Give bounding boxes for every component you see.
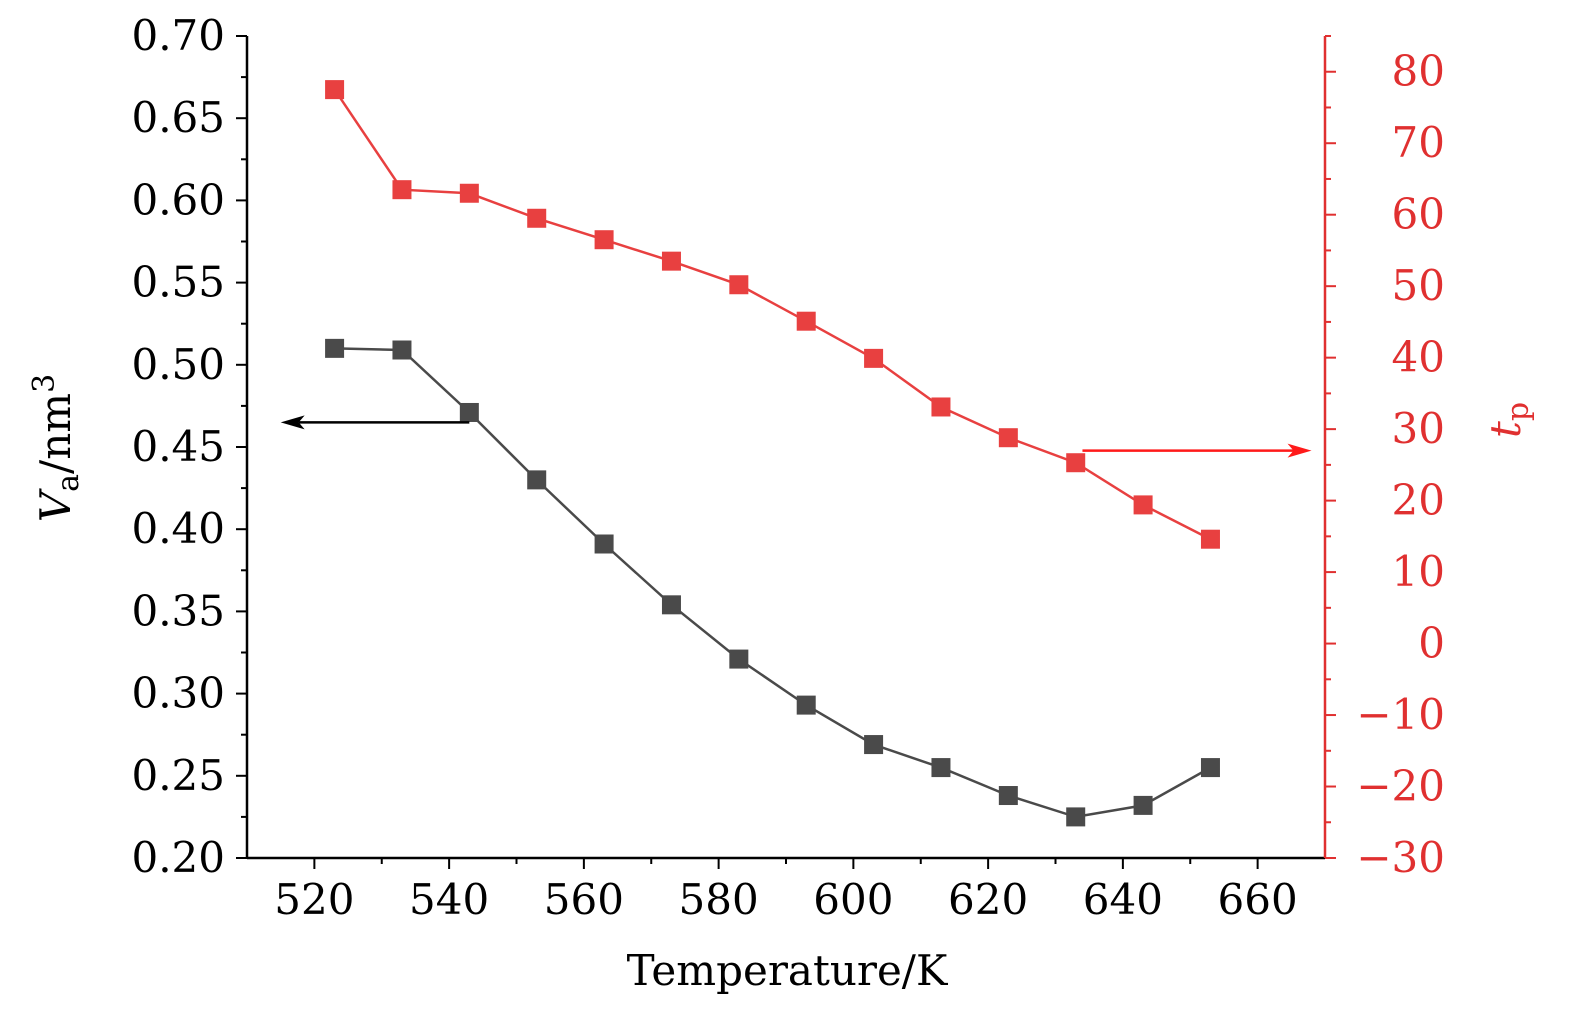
- y-left-tick-label: 0.60: [131, 175, 225, 224]
- data-point-Va: [527, 470, 547, 490]
- y-right-tick-label: −20: [1356, 762, 1445, 811]
- data-point-tp: [392, 180, 412, 200]
- plot-frame: [245, 36, 1327, 860]
- data-point-tp: [1066, 453, 1086, 473]
- x-tick-label: 580: [679, 875, 759, 924]
- data-point-Va: [1200, 758, 1220, 778]
- data-point-Va: [1133, 795, 1153, 815]
- y-left-title-sub: a: [51, 474, 86, 492]
- x-tick-label: 540: [409, 875, 489, 924]
- y-left-title-main: V: [31, 488, 80, 522]
- y-left-title-unit: /nm: [31, 393, 80, 474]
- x-axis-title: Temperature/K: [627, 946, 949, 995]
- y-right-tick-label: 70: [1392, 118, 1445, 167]
- data-point-Va: [459, 402, 479, 422]
- data-point-tp: [594, 230, 614, 250]
- y-left-tick-label: 0.40: [131, 504, 225, 553]
- data-point-tp: [864, 348, 884, 368]
- data-point-tp: [459, 183, 479, 203]
- arrow-head: [1287, 443, 1312, 458]
- data-point-Va: [661, 595, 681, 615]
- y-right-tick-label: 10: [1392, 547, 1445, 596]
- y-axis-left: 0.20 0.25 0.30 0.35 0.40 0.45 0.50 0.55 0.60 0.65…: [131, 11, 247, 882]
- y-left-tick-label: 0.45: [131, 422, 225, 471]
- x-tick-label: 600: [813, 875, 893, 924]
- data-point-tp: [796, 311, 816, 331]
- x-tick-label: 560: [544, 875, 624, 924]
- y-right-tick-label: 80: [1392, 47, 1445, 96]
- annotations: [280, 415, 1312, 458]
- y-axis-right-title: tp: [1481, 402, 1536, 438]
- data-point-Va: [325, 338, 345, 358]
- y-axis-right: −30 −20 −10 0 10 20 30 40 50 60 70 80: [1325, 35, 1445, 882]
- y-right-tick-label: 40: [1392, 333, 1445, 382]
- data-point-Va: [931, 758, 951, 778]
- y-left-tick-label: 0.55: [131, 258, 225, 307]
- data-point-Va: [392, 340, 412, 360]
- annotation-arrow: [280, 415, 470, 430]
- data-point-tp: [998, 428, 1018, 448]
- series-layer: [325, 80, 1220, 827]
- y-right-tick-label: −30: [1356, 833, 1445, 882]
- x-tick-label: 620: [948, 875, 1028, 924]
- data-point-tp: [661, 251, 681, 271]
- arrow-head: [280, 415, 305, 430]
- data-point-Va: [998, 786, 1018, 806]
- series-Va: [325, 338, 1220, 827]
- data-point-tp: [931, 397, 951, 417]
- y-right-tick-label: −10: [1356, 690, 1445, 739]
- y-left-tick-label: 0.70: [131, 11, 225, 60]
- series-line-tp: [333, 88, 1212, 541]
- series-tp: [325, 80, 1220, 549]
- x-tick-label: 660: [1218, 875, 1298, 924]
- data-point-tp: [1200, 529, 1220, 549]
- y-right-tick-label: 50: [1392, 261, 1445, 310]
- data-point-Va: [729, 649, 749, 669]
- y-left-tick-label: 0.25: [131, 751, 225, 800]
- y-right-tick-label: 0: [1418, 619, 1445, 668]
- y-right-title-sub: p: [1501, 402, 1536, 421]
- data-point-Va: [796, 695, 816, 715]
- y-left-tick-label: 0.50: [131, 340, 225, 389]
- y-axis-left-title: Va/nm3: [27, 374, 86, 522]
- y-left-tick-label: 0.65: [131, 93, 225, 142]
- data-point-Va: [594, 534, 614, 554]
- data-point-tp: [325, 80, 345, 100]
- data-point-tp: [1133, 495, 1153, 515]
- y-right-tick-label: 20: [1392, 476, 1445, 525]
- x-axis: 520 540 560 580 600 620 640 660: [274, 858, 1298, 924]
- y-left-title-sup: 3: [27, 374, 62, 393]
- x-tick-label: 520: [274, 875, 354, 924]
- y-left-tick-label: 0.30: [131, 669, 225, 718]
- series-line-Va: [334, 347, 1212, 819]
- annotation-arrow: [1082, 443, 1312, 458]
- y-left-tick-label: 0.35: [131, 586, 225, 635]
- data-point-tp: [729, 275, 749, 295]
- y-left-tick-label: 0.20: [131, 833, 225, 882]
- data-point-Va: [1066, 807, 1086, 827]
- y-right-title-main: t: [1481, 421, 1530, 438]
- y-right-tick-label: 60: [1392, 190, 1445, 239]
- data-point-Va: [864, 735, 884, 755]
- y-right-tick-label: 30: [1392, 404, 1445, 453]
- data-point-tp: [527, 208, 547, 228]
- x-tick-label: 640: [1083, 875, 1163, 924]
